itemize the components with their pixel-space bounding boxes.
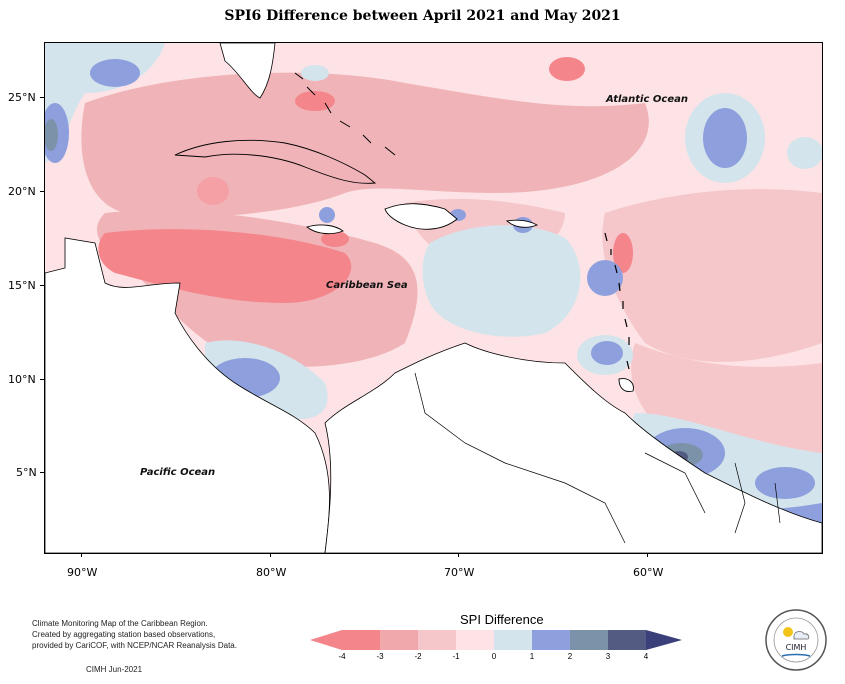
- note-line-1: Climate Monitoring Map of the Caribbean …: [32, 619, 208, 628]
- legend-swatch-neg2: [418, 630, 456, 650]
- legend-tick-neg2: -2: [414, 652, 422, 661]
- pacific-ocean-label: Pacific Ocean: [140, 467, 216, 478]
- legend-swatch-3: [608, 630, 646, 650]
- legend-swatch-neg4: [342, 630, 380, 650]
- lat-label-20n: 20°N: [8, 185, 36, 198]
- map-canvas: [44, 42, 823, 554]
- lon-label-90w: 90°W: [67, 566, 98, 579]
- legend-tick-neg4: -4: [338, 652, 346, 661]
- lat-label-10n: 10°N: [8, 373, 36, 386]
- logo-text: CIMH: [786, 643, 807, 652]
- cimh-logo: CIMH: [765, 609, 827, 671]
- lat-label-5n: 5°N: [16, 466, 37, 479]
- lon-label-80w: 80°W: [256, 566, 287, 579]
- map-description: Climate Monitoring Map of the Caribbean …: [32, 618, 237, 651]
- legend-tick-1: 1: [529, 652, 535, 661]
- note-line-2: Created by aggregating station based obs…: [32, 630, 216, 639]
- legend-swatch-2: [570, 630, 608, 650]
- lat-label-25n: 25°N: [8, 91, 36, 104]
- legend-swatch-gt-4: [646, 630, 682, 650]
- caribbean-sea-label: Caribbean Sea: [326, 280, 408, 291]
- legend-tick-3: 3: [605, 652, 611, 661]
- sun-icon: [783, 627, 793, 637]
- legend-swatch-neg1: [456, 630, 494, 650]
- legend-colorbar: [310, 630, 682, 650]
- atlantic-ocean-label: Atlantic Ocean: [606, 94, 688, 105]
- lat-label-15n: 15°N: [8, 279, 36, 292]
- legend-swatch-1: [532, 630, 570, 650]
- legend-tick-2: 2: [567, 652, 573, 661]
- legend-title: SPI Difference: [460, 612, 544, 627]
- lon-label-60w: 60°W: [633, 566, 664, 579]
- legend-swatch-0: [494, 630, 532, 650]
- spi-field: [45, 43, 822, 553]
- legend-swatch-neg3: [380, 630, 418, 650]
- legend-tick-neg1: -1: [452, 652, 460, 661]
- credit-text: CIMH Jun-2021: [86, 665, 143, 674]
- map-title: SPI6 Difference between April 2021 and M…: [224, 8, 621, 24]
- cloud-icon: [793, 631, 810, 640]
- legend-tick-4: 4: [643, 652, 649, 661]
- note-line-3: provided by CariCOF, with NCEP/NCAR Rean…: [32, 641, 237, 650]
- lon-label-70w: 70°W: [444, 566, 475, 579]
- legend-tick-neg3: -3: [376, 652, 384, 661]
- legend-tick-0: 0: [491, 652, 497, 661]
- legend-swatch-lt-4: [310, 630, 342, 650]
